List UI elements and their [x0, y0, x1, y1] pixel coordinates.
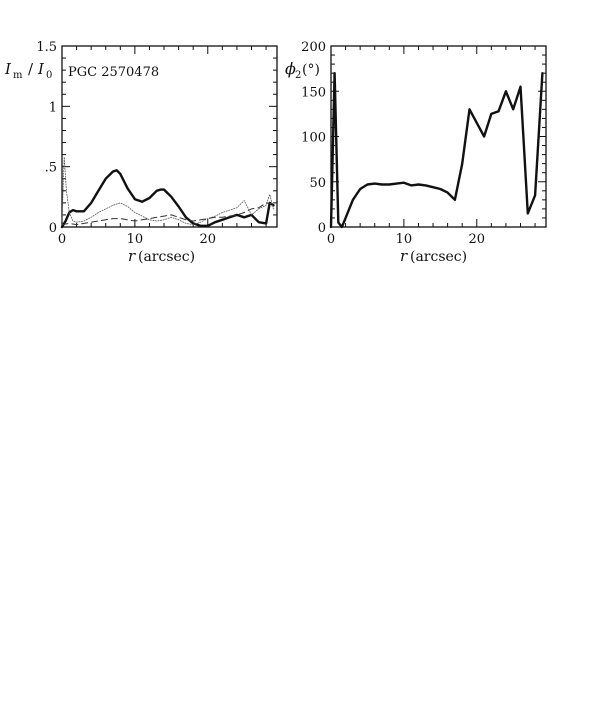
right-ylabel-sub: 2	[295, 70, 301, 81]
y-tick-label: 1	[49, 100, 57, 115]
x-tick-label: 10	[127, 232, 144, 247]
y-tick-label: .5	[45, 161, 57, 176]
right-ylabel-symbol: ϕ	[285, 59, 296, 78]
left-series-thick-line	[60, 169, 275, 229]
left-ylabel-symbol-2: I	[37, 60, 45, 78]
y-tick-label: 0	[49, 221, 57, 236]
y-tick-label: 1.5	[36, 40, 57, 55]
y-tick-label: 100	[301, 131, 326, 146]
right-xlabel-symbol: r	[400, 247, 408, 265]
left-ylabel-symbol-1: I	[4, 60, 12, 78]
left-series-dashed-line	[61, 202, 274, 226]
y-tick-label: 150	[301, 85, 326, 100]
left-ylabel-slash: /	[28, 60, 34, 78]
left-series-thin-line	[61, 156, 274, 226]
left-series-group	[60, 156, 275, 229]
left-ylabel-sub-2: 0	[46, 70, 52, 81]
left-ylabel-sub-1: m	[13, 70, 23, 81]
y-tick-label: 0	[318, 221, 326, 236]
galaxy-name: PGC 2570478	[68, 65, 159, 80]
right-plot-frame	[330, 45, 547, 228]
right-y-axis-label: ϕ 2 (°)	[285, 59, 320, 81]
x-tick-label: 20	[199, 232, 216, 247]
right-xlabel-unit: (arcsec)	[410, 249, 467, 265]
x-tick-label: 10	[396, 232, 413, 247]
right-x-axis-label: r (arcsec)	[400, 247, 467, 265]
left-panel-amplitude: 0 10 20 0 .5 1 1.5 PGC 2570478 I m / I 0 r (ar…	[4, 40, 278, 265]
left-y-axis-label: I m / I 0	[4, 60, 52, 81]
left-plot-frame	[61, 45, 278, 228]
left-x-axis-label: r (arcsec)	[128, 247, 195, 265]
left-ticks	[61, 45, 277, 228]
x-tick-label: 20	[468, 232, 485, 247]
left-xlabel-unit: (arcsec)	[138, 249, 195, 265]
y-tick-label: 50	[309, 176, 326, 191]
x-tick-label: 0	[327, 232, 335, 247]
left-xlabel-symbol: r	[128, 247, 136, 265]
right-ticks	[330, 45, 546, 228]
x-tick-label: 0	[58, 232, 66, 247]
right-series-group	[329, 71, 544, 229]
right-ylabel-unit: (°)	[302, 62, 320, 78]
left-tick-labels: 0 10 20 0 .5 1 1.5	[36, 40, 216, 247]
y-tick-label: 200	[301, 40, 326, 55]
right-series-thick-line	[329, 71, 544, 229]
